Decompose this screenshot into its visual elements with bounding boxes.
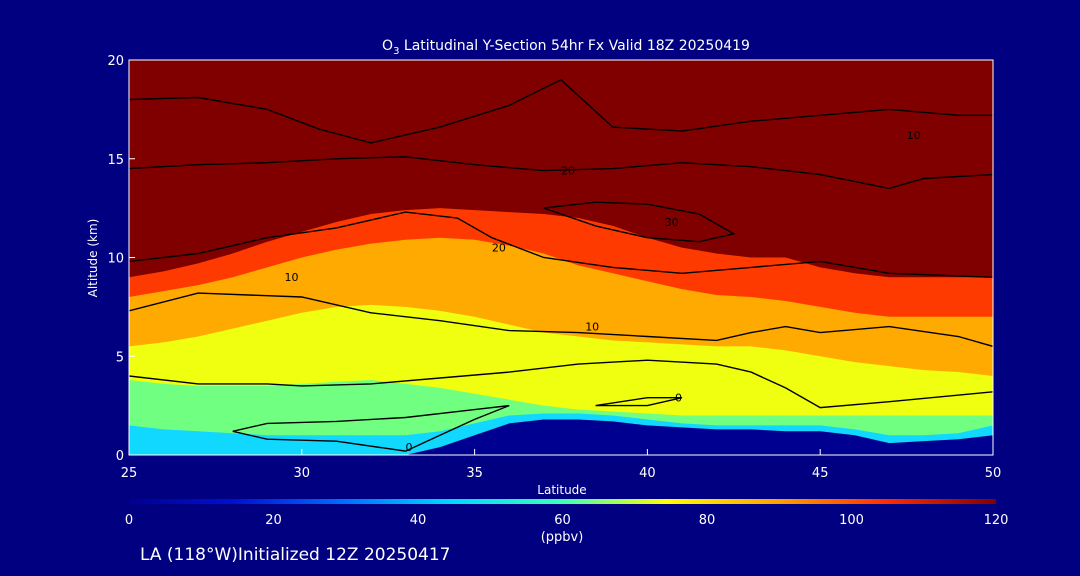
y-tick-label: 5: [116, 350, 124, 365]
contour-label: 20: [492, 242, 506, 255]
y-axis-label: Altitude (km): [86, 219, 100, 298]
x-axis-label: Latitude: [537, 483, 586, 497]
contour-label: 0: [405, 441, 412, 454]
contour-label: 0: [675, 392, 682, 405]
contour-line: [595, 397, 683, 407]
footer-label: LA (118°W)Initialized 12Z 20250417: [140, 545, 450, 565]
colorbar-tick-label: 0: [125, 513, 133, 528]
colorbar-tick-label: 20: [265, 513, 282, 528]
colorbar-tick-label: 100: [839, 513, 864, 528]
y-tick-label: 15: [107, 153, 124, 168]
contour-line: [543, 201, 736, 243]
y-axis: 0 5 10 15 20: [107, 54, 135, 464]
contour-line: [129, 359, 993, 409]
x-tick-label: 45: [812, 466, 829, 481]
y-tick-label: 10: [107, 252, 124, 267]
colorbar-tick-label: 120: [984, 513, 1009, 528]
contour-line: [129, 292, 993, 348]
colorbar: [129, 499, 996, 504]
y-tick-label: 20: [107, 54, 124, 69]
contour-line: [129, 156, 993, 190]
contour-label: 20: [561, 165, 575, 178]
contour-label: 10: [285, 271, 299, 284]
contour-label: 10: [585, 321, 599, 334]
colorbar-tick-label: 40: [410, 513, 427, 528]
x-tick-label: 25: [121, 466, 138, 481]
contour-label: 10: [907, 129, 921, 142]
contour-line: [232, 404, 510, 452]
y-tick-label: 0: [116, 449, 124, 464]
colorbar-units: (ppbv): [541, 530, 584, 545]
contour-line: [129, 211, 993, 278]
colorbar-tick-label: 80: [699, 513, 716, 528]
x-tick-label: 50: [985, 466, 1002, 481]
contour-label: 30: [665, 216, 679, 229]
x-axis: 25 30 35 40 45 50: [121, 449, 1002, 481]
chart-title: O3 Latitudinal Y-Section 54hr Fx Valid 1…: [382, 38, 750, 57]
x-tick-label: 35: [466, 466, 483, 481]
x-tick-label: 30: [294, 466, 311, 481]
x-tick-label: 40: [639, 466, 656, 481]
plot-area: 10 10 20 20 10 30 0 0: [129, 60, 993, 455]
colorbar-tick-label: 60: [554, 513, 571, 528]
contour-line: [129, 78, 993, 144]
colorbar-ticks: 0 20 40 60 80 100 120: [125, 513, 1009, 528]
band-terrain: [129, 419, 993, 455]
